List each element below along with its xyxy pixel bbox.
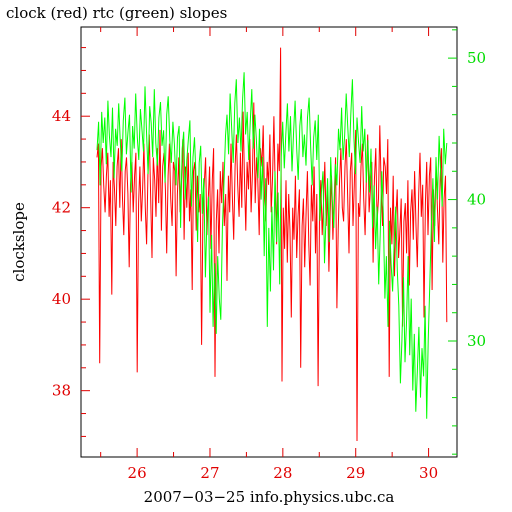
x-tick-label: 27: [200, 464, 219, 482]
right-axis-tick-label: 40: [467, 191, 486, 209]
series-line-2: [96, 72, 448, 419]
y-axis-label: clockslope: [10, 202, 28, 282]
left-axis-tick-label: 40: [52, 290, 71, 308]
plot-frame: [80, 26, 458, 458]
left-axis-tick-label: 42: [52, 199, 71, 217]
left-axis-tick-label: 44: [52, 107, 71, 125]
axes-layer: 26 27 28 29 30 38 40 42 44 30 40 50: [52, 27, 486, 482]
right-axis-tick-label: 50: [467, 49, 486, 67]
x-tick-label: 29: [346, 464, 365, 482]
x-tick-label: 26: [128, 464, 147, 482]
series-layer: [96, 47, 448, 442]
left-axis-tick-label: 38: [52, 382, 71, 400]
x-axis-label: 2007−03−25 info.physics.ubc.ca: [144, 488, 395, 506]
chart-title: clock (red) rtc (green) slopes: [6, 4, 227, 22]
x-tick-label: 30: [419, 464, 438, 482]
right-axis-tick-label: 30: [467, 332, 486, 350]
x-tick-label: 28: [273, 464, 292, 482]
